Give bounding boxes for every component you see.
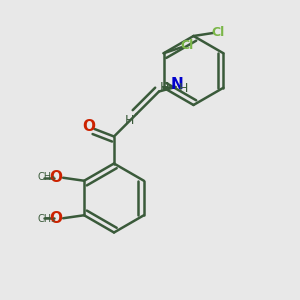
Text: CH₃: CH₃ [38, 172, 56, 182]
Text: O: O [49, 211, 62, 226]
Text: Cl: Cl [212, 26, 225, 39]
Text: O: O [49, 169, 62, 184]
Text: CH₃: CH₃ [38, 214, 56, 224]
Text: H: H [160, 81, 169, 94]
Text: Cl: Cl [180, 39, 194, 52]
Text: H: H [179, 82, 189, 95]
Text: N: N [171, 77, 183, 92]
Text: H: H [124, 113, 134, 127]
Text: O: O [82, 119, 96, 134]
